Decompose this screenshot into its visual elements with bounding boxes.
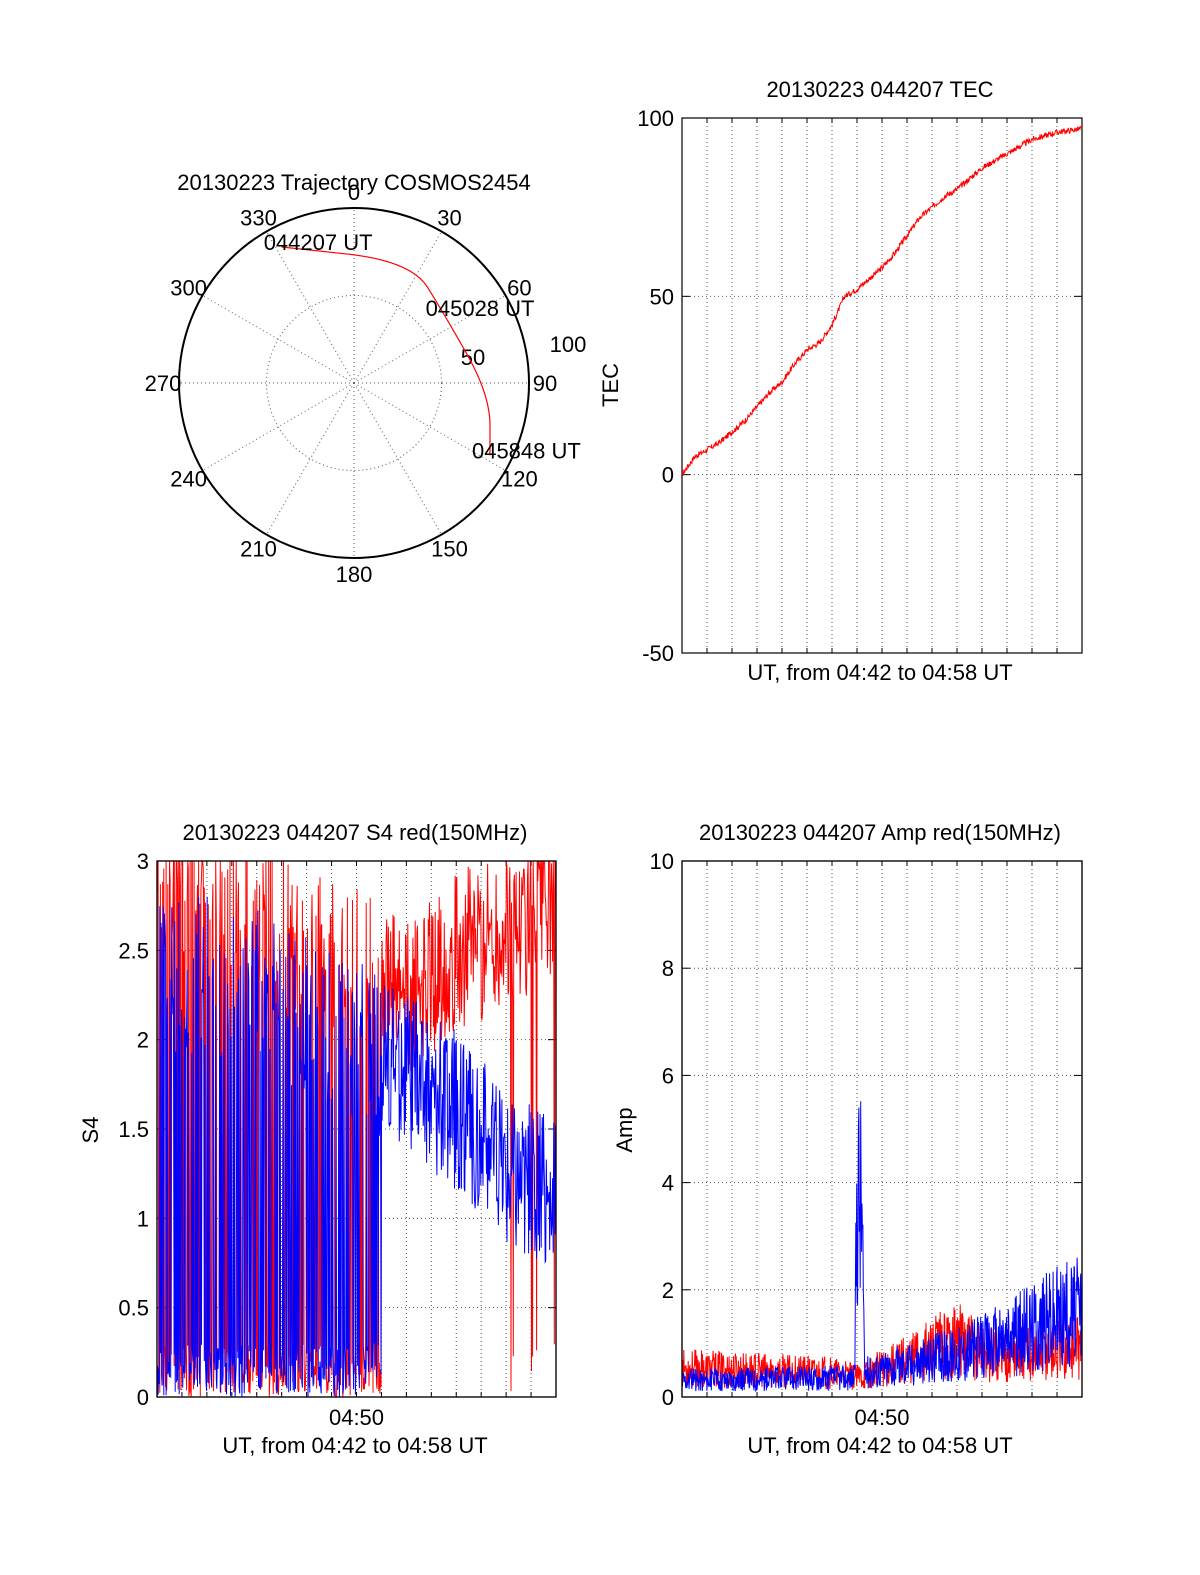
y-tick-label: -50 <box>642 641 674 666</box>
s4-title: 20130223 044207 S4 red(150MHz) <box>183 820 528 845</box>
y-tick-label: 2.5 <box>118 938 149 963</box>
tec-title: 20130223 044207 TEC <box>766 77 993 102</box>
s4-ylabel: S4 <box>78 1117 103 1144</box>
tec-plot-area: -50 0 50 100 <box>637 106 1083 666</box>
y-tick-label: 2 <box>662 1278 674 1303</box>
azimuth-label: 270 <box>145 371 182 396</box>
azimuth-label: 210 <box>240 536 277 561</box>
azimuth-label: 90 <box>533 371 557 396</box>
plot-frame-top <box>681 860 1083 1398</box>
trajectory-time-label: 045028 UT <box>426 296 535 321</box>
plot-frame <box>681 117 1083 654</box>
y-tick-label: 0 <box>662 463 674 488</box>
y-tick-label: 100 <box>637 106 674 131</box>
y-tick-label: 1.5 <box>118 1117 149 1142</box>
radial-label: 100 <box>550 332 587 357</box>
y-tick-label: 0.5 <box>118 1296 149 1321</box>
y-tick-label: 0 <box>137 1385 149 1410</box>
amp-panel: 20130223 044207 Amp red(150MHz) UT, from… <box>612 820 1083 1458</box>
azimuth-label: 330 <box>240 206 277 231</box>
amp-plot-area: 0 2 4 6 8 10 04:50 <box>650 849 1083 1430</box>
polar-inner-circle <box>266 295 442 471</box>
x-tick-label: 04:50 <box>329 1405 384 1430</box>
azimuth-label: 180 <box>336 562 373 587</box>
azimuth-label: 150 <box>431 536 468 561</box>
s4-series-line <box>156 896 557 1397</box>
azimuth-label: 120 <box>501 467 538 492</box>
polar-grid <box>178 207 530 559</box>
polar-spoke <box>353 382 442 535</box>
y-tick-label: 4 <box>662 1171 674 1196</box>
amp-ylabel: Amp <box>612 1107 637 1152</box>
polar-trajectory-panel: 20130223 Trajectory COSMOS2454 0 30 60 90 12… <box>145 170 587 587</box>
trajectory-time-label: 044207 UT <box>264 230 373 255</box>
trajectory-track: 044207 UT 045028 UT 045848 UT <box>264 230 581 463</box>
trajectory-line <box>281 246 491 456</box>
azimuth-label: 240 <box>170 467 207 492</box>
polar-azimuth-labels: 0 30 60 90 120 150 180 210 240 270 300 330 <box>145 180 558 587</box>
plot-frame-top <box>156 860 557 1398</box>
tec-series-line <box>681 125 1083 476</box>
polar-outer-circle <box>178 207 530 559</box>
y-tick-label: 0 <box>662 1385 674 1410</box>
tec-ylabel: TEC <box>598 363 623 407</box>
azimuth-label: 0 <box>348 180 360 205</box>
s4-panel: 20130223 044207 S4 red(150MHz) UT, from … <box>78 820 557 1458</box>
y-tick-label: 10 <box>650 849 674 874</box>
azimuth-label: 300 <box>170 276 207 301</box>
y-tick-label: 6 <box>662 1063 674 1088</box>
s4-plot-area: 0 0.5 1 1.5 2 2.5 3 04:50 <box>118 849 557 1430</box>
azimuth-label: 60 <box>507 276 531 301</box>
trajectory-time-label: 045848 UT <box>472 438 581 463</box>
polar-title: 20130223 Trajectory COSMOS2454 <box>177 170 530 195</box>
x-tick-label: 04:50 <box>854 1405 909 1430</box>
y-tick-label: 1 <box>137 1206 149 1231</box>
y-tick-label: 8 <box>662 956 674 981</box>
y-tick-label: 50 <box>650 284 674 309</box>
tec-xlabel: UT, from 04:42 to 04:58 UT <box>747 660 1012 685</box>
amp-xlabel: UT, from 04:42 to 04:58 UT <box>747 1433 1012 1458</box>
amp-series-line <box>681 1101 1083 1393</box>
y-tick-label: 2 <box>137 1028 149 1053</box>
y-tick-label: 3 <box>137 849 149 874</box>
polar-spoke <box>266 382 355 535</box>
s4-xlabel: UT, from 04:42 to 04:58 UT <box>222 1433 487 1458</box>
azimuth-label: 30 <box>437 206 461 231</box>
amp-title: 20130223 044207 Amp red(150MHz) <box>699 820 1061 845</box>
tec-panel: 20130223 044207 TEC UT, from 04:42 to 04… <box>598 77 1083 685</box>
